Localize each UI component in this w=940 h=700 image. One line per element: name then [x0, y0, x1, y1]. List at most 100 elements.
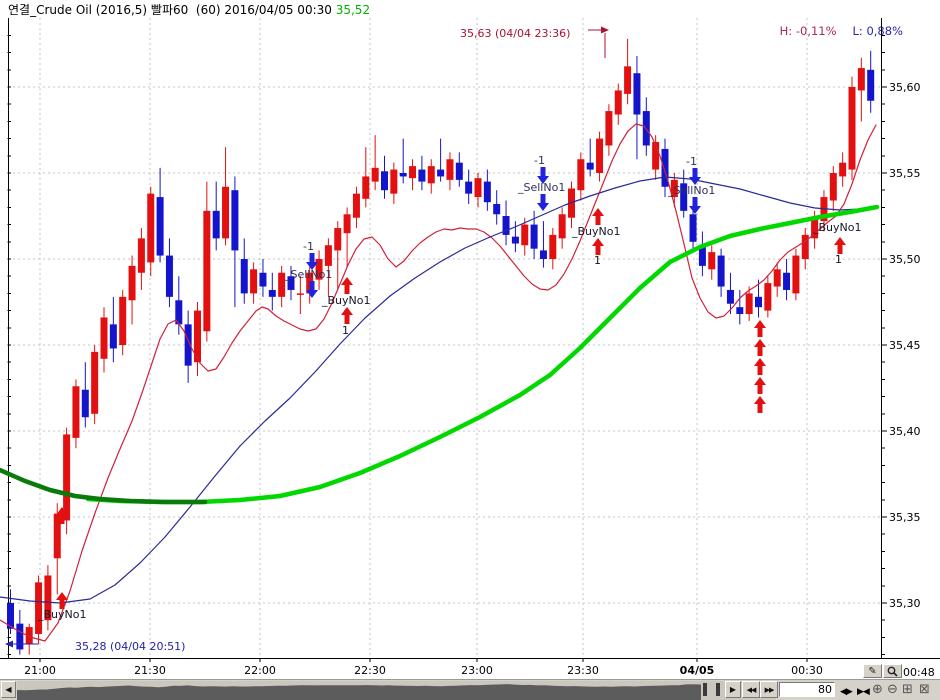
candle-up: [222, 186, 230, 239]
y-axis-label: 35,55: [889, 167, 921, 180]
candle-up: [72, 386, 80, 438]
scroll-marker-bar[interactable]: [703, 683, 707, 696]
close-window-icon[interactable]: ⊠: [919, 682, 930, 697]
magnifier-icon: [887, 666, 898, 677]
x-axis-label: 00:30: [791, 664, 823, 677]
candle-down: [783, 272, 791, 290]
candle-down: [7, 603, 14, 629]
zoom-tool-button[interactable]: [883, 664, 902, 678]
candle-up: [624, 66, 632, 94]
candle-down: [259, 272, 267, 287]
double-left-triangle-icon: ◀◀: [746, 685, 757, 694]
x-axis-label: 23:30: [567, 664, 599, 677]
candle-up: [549, 234, 557, 259]
candle-up: [194, 310, 201, 363]
candle-up: [857, 68, 865, 91]
scrollbar-thumb[interactable]: [0, 681, 776, 700]
sell-signal-label: -1: [686, 155, 697, 168]
x-axis-label: 22:30: [354, 664, 386, 677]
high-price-annotation: 35,63 (04/04 23:36): [460, 27, 570, 40]
y-axis-label: 35,40: [889, 425, 921, 438]
candle-down: [184, 324, 192, 366]
buy-arrow-icon: [56, 592, 68, 609]
candle-down: [465, 181, 473, 194]
buy-signal-label: 1: [342, 324, 349, 337]
candle-down: [16, 623, 24, 650]
x-axis-label: 04/05: [680, 664, 715, 677]
pencil-icon: ✎: [868, 665, 877, 677]
low-annotation-arrowhead: [5, 640, 13, 648]
candle-up: [446, 159, 454, 180]
chart-scrollbar: ◀ ▶ ◀◀ ▶▶ ◀▶ ▶◀ ⊕ ⊖ ⊞ ⊠: [0, 679, 940, 700]
candle-down: [381, 171, 388, 191]
price-chart-canvas[interactable]: 21:00 21:30 22:00 22:30 23:00 23:30 04/05 00:30…: [0, 0, 940, 679]
double-right-triangle-icon: ▶▶: [764, 685, 775, 694]
candle-down: [231, 190, 239, 251]
candle-up: [474, 178, 482, 198]
candle-up: [708, 252, 716, 270]
x-axis-label: 23:00: [461, 664, 493, 677]
buy-arrow-icon: [754, 358, 766, 375]
high-annotation-arrowhead: [601, 26, 609, 34]
candle-up: [409, 166, 417, 179]
candle-up: [147, 193, 155, 263]
buy-arrow-icon: [341, 307, 353, 324]
low-price-annotation: 35,28 (04/04 20:51): [75, 640, 185, 653]
candle-up: [764, 283, 772, 311]
high-low-readout: H: -0,11% L: 0,88%: [765, 10, 903, 52]
bar-count-input[interactable]: [779, 682, 835, 697]
draw-tool-button[interactable]: ✎: [863, 664, 882, 678]
current-time: 00:48: [903, 666, 935, 679]
sell-arrow-icon: [537, 194, 549, 211]
fast-rewind-button[interactable]: ◀◀: [742, 681, 760, 698]
candle-up: [521, 224, 529, 246]
y-axis-label: 35,45: [889, 339, 921, 352]
candle-up: [53, 513, 61, 559]
candle-down: [156, 197, 164, 256]
buy-arrow-icon: [754, 339, 766, 356]
candle-down: [455, 162, 463, 180]
step-forward-button[interactable]: ▶: [725, 681, 741, 698]
candle-up: [829, 173, 837, 201]
zoom-out-icon[interactable]: ⊖: [887, 682, 898, 697]
candle-down: [867, 69, 875, 101]
buy-arrow-icon: [834, 237, 846, 254]
scroll-left-button[interactable]: ◀: [1, 681, 16, 698]
candle-up: [427, 166, 435, 184]
candle-up: [343, 214, 351, 234]
left-triangle-icon: ◀: [5, 685, 12, 694]
candle-down: [689, 214, 697, 242]
sell-signal-label: -1: [303, 240, 314, 253]
candle-up: [128, 265, 136, 301]
candle-up: [296, 293, 304, 295]
candle-down: [483, 181, 491, 203]
candle-down: [81, 389, 89, 418]
candle-down: [268, 289, 276, 297]
candle-down: [399, 173, 407, 177]
sell-arrow-icon: [306, 253, 318, 270]
candle-down: [698, 245, 706, 266]
candle-down: [511, 236, 519, 244]
candle-up: [839, 162, 847, 177]
buy-arrow-icon: [754, 396, 766, 413]
x-axis-label: 22:00: [244, 664, 276, 677]
fast-forward-button[interactable]: ▶▶: [760, 681, 778, 698]
buy-arrow-icon: [56, 507, 68, 524]
buy-arrow-icon: [341, 277, 353, 294]
candle-up: [848, 87, 856, 170]
grid-window-icon[interactable]: ⊞: [902, 682, 913, 697]
scrollbar-thumb-silhouette: [17, 684, 701, 700]
collapse-horizontal-icon[interactable]: ▶◀: [857, 687, 870, 697]
candle-up: [352, 193, 360, 218]
candle-up: [100, 317, 108, 359]
candle-up: [811, 217, 819, 239]
candle-down: [175, 300, 183, 325]
candle-down: [493, 203, 501, 215]
high-percent: H: -0,11%: [779, 24, 837, 38]
zoom-in-icon[interactable]: ⊕: [872, 682, 883, 697]
scroll-marker-bar[interactable]: [716, 683, 720, 696]
last-price: 35,52: [335, 3, 371, 17]
expand-horizontal-icon[interactable]: ◀▶: [840, 687, 853, 697]
candle-down: [109, 324, 117, 349]
